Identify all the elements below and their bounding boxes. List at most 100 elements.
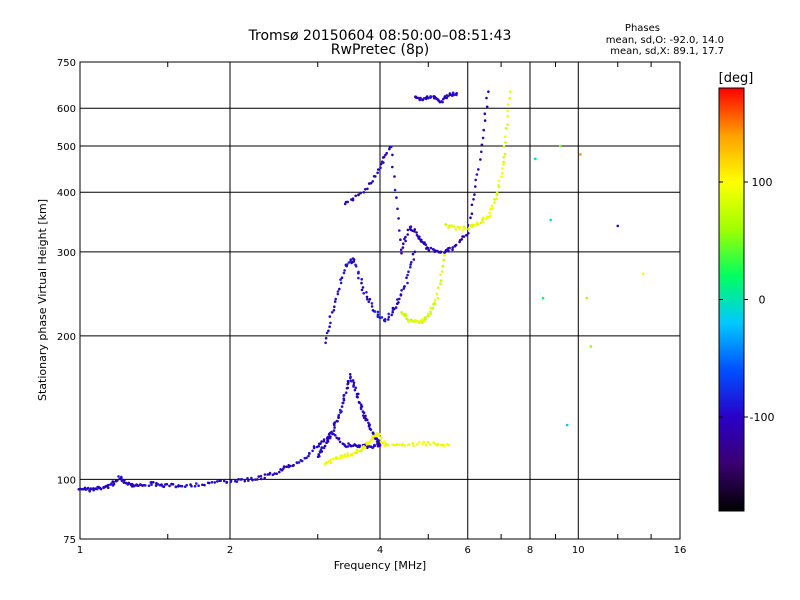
data-point [406,281,409,285]
data-point [407,443,411,446]
data-point [324,336,328,340]
data-point [259,477,263,481]
data-point [366,187,369,191]
y-tick-label: 300 [57,248,76,259]
data-point [506,123,510,126]
data-point [360,288,364,292]
data-point [447,443,451,447]
data-point [365,295,369,299]
data-point [495,191,499,194]
data-point [373,310,377,313]
data-point [307,454,310,458]
data-point [333,300,337,303]
x-tick-label: 10 [572,545,585,556]
data-point [399,238,402,241]
data-point [497,184,500,187]
data-point [463,226,467,230]
data-point [365,418,369,422]
data-point [147,484,151,488]
data-point [534,157,537,161]
data-point [308,452,311,455]
data-point [390,313,394,317]
data-point [422,97,426,100]
data-point [342,393,346,397]
data-point [106,486,110,490]
data-point [389,145,393,149]
data-point [379,162,383,166]
data-point [467,232,470,235]
data-point [585,296,589,300]
data-point [405,276,408,280]
data-point [641,272,645,275]
data-point [342,271,346,275]
phase-info: Phases mean, sd,O: -92.0, 14.0 mean, sd,… [606,23,724,57]
data-point [352,260,356,263]
data-point [334,297,338,301]
data-point [340,405,344,408]
data-point [99,487,103,491]
data-point [278,470,281,474]
data-point [329,435,332,439]
data-point [380,160,384,163]
data-point [357,271,360,275]
data-point [358,401,361,405]
x-tick-label: 4 [377,545,383,556]
data-point [433,302,437,305]
data-point [137,484,140,488]
data-point [292,463,295,467]
data-point [413,319,417,322]
data-point [429,95,433,98]
data-point [504,127,508,130]
y-tick-label: 500 [57,142,76,153]
data-point [297,461,301,464]
y-tick-label: 75 [63,535,76,546]
data-points [77,90,645,493]
data-point [502,145,506,148]
data-point [434,443,437,446]
data-point [401,442,404,446]
data-point [435,292,439,296]
data-point [424,316,427,319]
data-point [495,193,499,197]
data-point [329,431,333,435]
data-point [376,438,380,442]
data-point [378,443,382,447]
data-point [424,243,428,246]
data-point [402,287,406,290]
data-point [319,442,322,445]
data-point [225,480,229,484]
data-point [263,476,267,480]
data-point [336,292,340,296]
data-point [338,287,341,291]
data-point [374,175,377,178]
data-point [289,464,292,468]
data-point [377,433,381,437]
data-point [396,207,399,211]
data-point [398,443,401,446]
data-point [441,264,445,268]
data-point [195,482,198,485]
data-point [322,446,325,450]
data-point [470,203,474,207]
data-point [340,456,344,459]
data-point [346,452,349,455]
data-point [404,235,407,239]
data-point [427,314,430,318]
data-point [482,216,485,220]
data-point [424,443,428,447]
data-point [418,441,421,444]
data-point [501,167,504,170]
data-point [376,313,380,317]
data-point [240,478,244,481]
data-point [374,437,377,441]
data-point [413,230,416,233]
data-point [448,92,452,95]
data-point [433,298,437,302]
data-point [480,150,483,154]
data-point [370,437,374,440]
data-point [343,269,346,272]
data-point [341,401,345,405]
data-point [495,197,499,200]
data-point [474,223,478,227]
data-point [368,427,372,431]
